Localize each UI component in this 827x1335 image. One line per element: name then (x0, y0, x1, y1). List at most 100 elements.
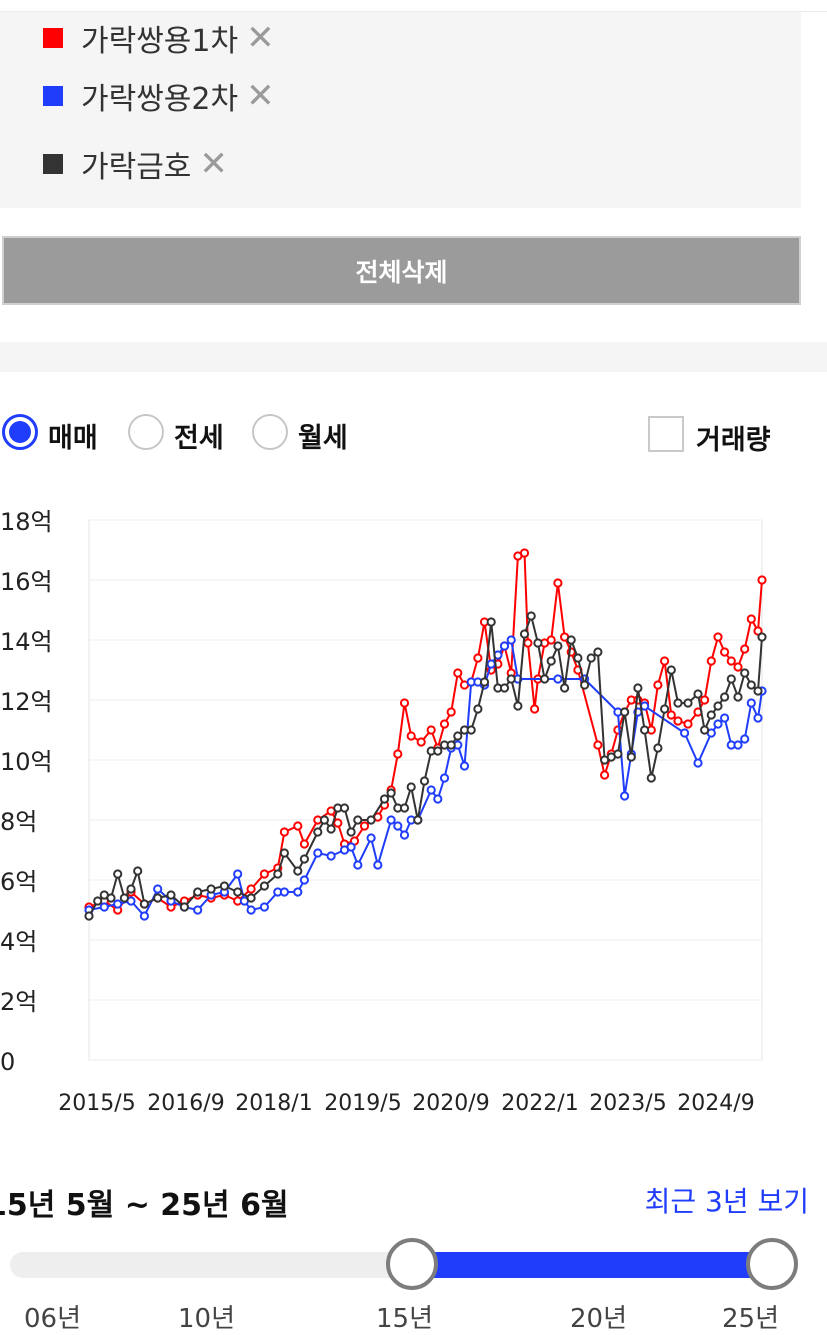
data-point (740, 668, 750, 678)
data-point (426, 725, 436, 735)
data-point (439, 773, 450, 783)
data-point (153, 884, 163, 894)
clear-all-button[interactable]: 전체삭제 (2, 236, 801, 305)
data-point (446, 707, 456, 717)
data-point (453, 668, 463, 678)
data-point (139, 899, 149, 909)
data-point (479, 677, 490, 687)
data-point (666, 665, 676, 675)
data-point (720, 713, 730, 723)
data-point (673, 698, 683, 708)
recent-3-years-link[interactable]: 최근 3년 보기 (644, 1185, 809, 1218)
data-point (399, 830, 410, 840)
y-tick-label: 18억 (0, 508, 53, 536)
data-point (406, 731, 416, 741)
x-tick-label: 2023/5 (589, 1091, 666, 1116)
data-point (740, 734, 750, 744)
data-point (326, 851, 336, 861)
radio-jeonse[interactable] (128, 414, 164, 450)
data-point (506, 674, 516, 684)
data-point (293, 821, 303, 831)
data-point (693, 758, 703, 768)
data-point (626, 752, 636, 762)
data-point (93, 896, 103, 906)
data-point (406, 782, 416, 792)
price-chart: 0 2억 4억 6억 8억 10억 12억 14억 16억 18억 2015/5 2016/9 2018… (0, 508, 767, 1116)
data-point (106, 893, 116, 903)
legend-label: 가락쌍용2차 (81, 82, 239, 117)
data-point (713, 719, 723, 729)
data-point (133, 866, 143, 876)
data-point (393, 821, 403, 831)
data-point (473, 704, 483, 714)
data-point (586, 653, 596, 663)
data-point (446, 740, 456, 750)
data-point (633, 683, 643, 693)
radio-sale-label[interactable]: 매매 (48, 423, 98, 454)
data-point (353, 815, 363, 825)
x-tick-label: 2022/1 (501, 1091, 578, 1116)
data-point (640, 725, 650, 735)
remove-icon[interactable]: ✕ (246, 76, 275, 116)
data-point (753, 713, 763, 723)
data-point (319, 815, 329, 825)
data-point (506, 635, 516, 645)
data-point (313, 827, 323, 837)
data-point (546, 656, 556, 666)
data-point (553, 578, 563, 588)
legend-swatch (43, 86, 63, 106)
data-point (279, 848, 289, 858)
x-tick-label: 2024/9 (677, 1091, 754, 1116)
data-point (530, 704, 540, 714)
data-point (259, 881, 269, 891)
volume-checkbox-label[interactable]: 거래량 (696, 425, 771, 456)
data-point (733, 692, 743, 702)
data-point (259, 902, 269, 912)
plot-area (88, 519, 763, 1061)
radio-jeonse-label[interactable]: 전세 (174, 423, 224, 454)
data-point (99, 902, 109, 912)
period-slider-range (412, 1252, 772, 1278)
data-point (333, 818, 343, 828)
data-point (233, 887, 243, 897)
data-point (153, 893, 163, 903)
data-point (486, 659, 496, 669)
data-point (757, 575, 767, 585)
data-point (393, 749, 403, 759)
radio-sale[interactable] (2, 414, 38, 450)
slider-handle-end[interactable] (746, 1238, 798, 1290)
top-divider (0, 0, 827, 12)
radio-monthly-label[interactable]: 월세 (298, 423, 348, 454)
data-point (533, 638, 543, 648)
data-point (713, 632, 723, 642)
data-point (713, 701, 723, 711)
data-point (746, 680, 756, 690)
radio-monthly[interactable] (252, 414, 288, 450)
slider-handle-start[interactable] (386, 1238, 438, 1290)
y-tick-label: 4억 (0, 928, 37, 956)
data-point (666, 710, 676, 720)
data-point (706, 656, 716, 666)
data-point (259, 869, 269, 879)
data-point (499, 683, 510, 693)
x-tick-label: 2019/5 (324, 1091, 401, 1116)
data-point (299, 839, 309, 849)
data-point (720, 692, 730, 702)
legend-item-1: 가락쌍용2차 ✕ (43, 76, 275, 117)
data-point (386, 815, 396, 825)
y-tick-label: 2억 (0, 988, 37, 1016)
remove-icon[interactable]: ✕ (246, 18, 275, 58)
data-point (193, 905, 203, 915)
section-divider (0, 342, 827, 372)
data-point (433, 746, 443, 756)
data-point (757, 632, 767, 642)
volume-checkbox[interactable] (648, 416, 684, 452)
data-point (359, 821, 370, 831)
data-point (219, 881, 229, 891)
data-point (273, 869, 283, 879)
data-point (299, 875, 309, 885)
data-point (419, 776, 430, 786)
data-point (526, 611, 536, 621)
remove-icon[interactable]: ✕ (199, 144, 228, 184)
data-point (683, 698, 693, 708)
